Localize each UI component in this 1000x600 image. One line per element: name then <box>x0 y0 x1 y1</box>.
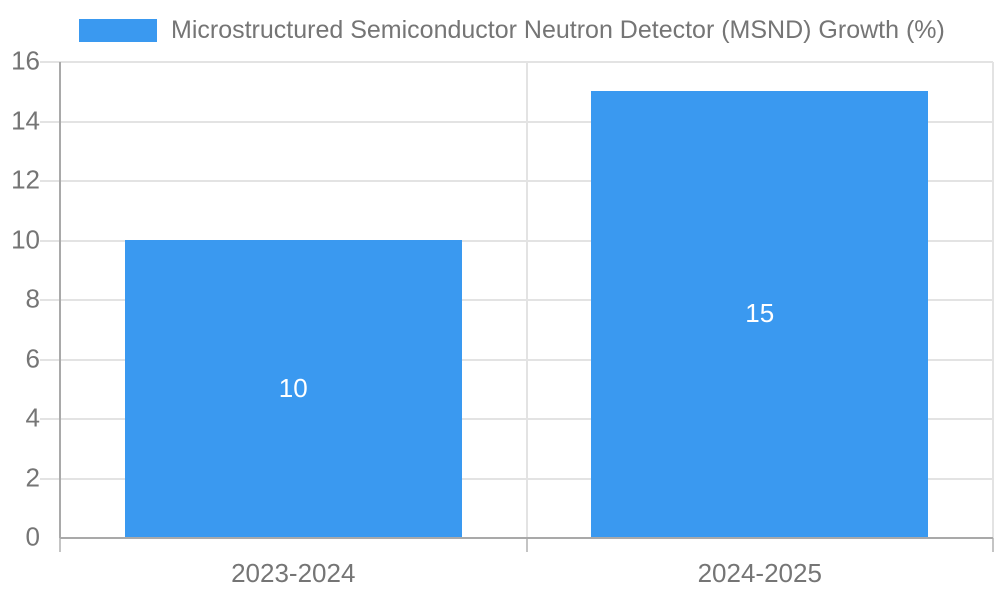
legend-swatch <box>79 19 157 42</box>
grid-line-horizontal <box>40 358 993 361</box>
x-tick-mark <box>59 538 61 552</box>
x-tick-mark <box>992 538 994 552</box>
grid-line-horizontal <box>40 418 993 420</box>
grid-line-horizontal <box>40 477 993 480</box>
y-tick-label: 10 <box>11 223 40 254</box>
grid-line-horizontal <box>40 239 993 242</box>
y-tick-label: 4 <box>25 402 40 433</box>
y-tick-label: 16 <box>11 45 40 76</box>
plot-area: 10 15 <box>40 61 994 552</box>
bar: 15 <box>591 90 929 537</box>
x-axis-line <box>60 537 993 539</box>
grid-line-horizontal <box>40 299 993 301</box>
y-tick-label: 6 <box>25 342 40 373</box>
legend: Microstructured Semiconductor Neutron De… <box>79 16 945 44</box>
y-tick-label: 12 <box>11 164 40 195</box>
y-tick-label: 2 <box>25 461 40 492</box>
category-boundary-line <box>992 62 994 538</box>
category-boundary-line <box>525 62 528 538</box>
y-axis: 0 2 4 6 8 10 12 14 16 <box>0 45 44 551</box>
x-tick-mark <box>525 538 528 552</box>
y-axis-line <box>59 62 61 538</box>
y-tick-label: 8 <box>25 283 40 314</box>
x-tick-label: 2024-2025 <box>697 558 822 588</box>
bar: 10 <box>124 239 462 537</box>
y-tick-label: 0 <box>25 521 40 552</box>
x-tick-label: 2023-2024 <box>231 558 356 588</box>
y-tick-label: 14 <box>11 104 40 135</box>
legend-label: Microstructured Semiconductor Neutron De… <box>171 16 945 44</box>
grid-line-horizontal <box>40 61 993 63</box>
bar-value-label: 10 <box>278 372 308 403</box>
x-axis: 2023-2024 2024-2025 <box>60 558 993 589</box>
bar-value-label: 15 <box>745 298 775 329</box>
grid-line-horizontal <box>40 120 993 123</box>
grid-line-horizontal <box>40 180 993 182</box>
